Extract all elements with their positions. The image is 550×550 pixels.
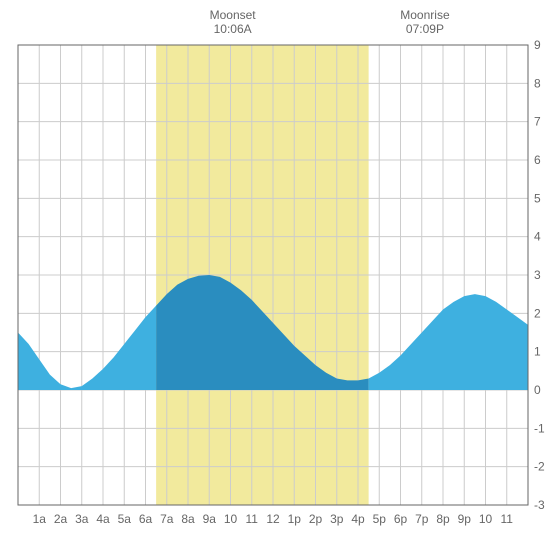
y-tick-label: 4 [534,230,541,244]
x-tick-label: 2p [309,512,323,526]
x-tick-label: 6p [394,512,408,526]
x-tick-label: 3p [330,512,344,526]
x-tick-label: 12 [266,512,280,526]
moonrise-time: 07:09P [400,22,449,36]
x-tick-label: 4p [351,512,365,526]
x-tick-label: 5a [118,512,132,526]
x-tick-label: 11 [246,512,259,526]
x-tick-label: 8p [436,512,450,526]
y-tick-label: 8 [534,76,541,90]
y-tick-label: 6 [534,153,541,167]
x-tick-label: 4a [96,512,110,526]
x-tick-label: 7p [415,512,429,526]
y-tick-label: -3 [534,498,545,512]
y-axis-labels: -3 -2 -1 0 1 2 3 4 5 6 7 8 9 [534,38,545,512]
y-tick-label: 1 [534,345,541,359]
x-tick-label: 9p [458,512,472,526]
moonrise-annotation: Moonrise07:09P [400,8,449,37]
x-tick-label: 1p [288,512,302,526]
x-tick-label: 11 [501,512,514,526]
x-tick-label: 1a [33,512,47,526]
y-tick-label: 7 [534,115,541,129]
x-tick-label: 10 [224,512,238,526]
moonrise-title: Moonrise [400,8,449,22]
x-tick-label: 2a [54,512,68,526]
x-tick-label: 5p [373,512,387,526]
x-tick-label: 8a [181,512,195,526]
x-tick-label: 9a [203,512,217,526]
y-tick-label: -1 [534,421,545,435]
x-tick-label: 6a [139,512,153,526]
y-tick-label: 3 [534,268,541,282]
x-tick-label: 7a [160,512,174,526]
x-tick-label: 3a [75,512,89,526]
x-tick-label: 10 [479,512,493,526]
moonset-annotation: Moonset10:06A [210,8,256,37]
chart-svg: 1a2a3a4a5a6a7a8a9a1011121p2p3p4p5p6p7p8p… [0,0,550,550]
moonset-time: 10:06A [210,22,256,36]
y-tick-label: 0 [534,383,541,397]
x-axis-labels: 1a 2a 3a 4a 5a 6a 7a 8a 9a 10 11 12 1p 2p 3p 4p 5p 6p 7p 8p… [33,512,514,526]
y-tick-label: 2 [534,306,541,320]
y-tick-label: 5 [534,191,541,205]
y-tick-label: 9 [534,38,541,52]
moonset-title: Moonset [210,8,256,22]
tide-chart: 1a2a3a4a5a6a7a8a9a1011121p2p3p4p5p6p7p8p… [0,0,550,550]
y-tick-label: -2 [534,460,545,474]
